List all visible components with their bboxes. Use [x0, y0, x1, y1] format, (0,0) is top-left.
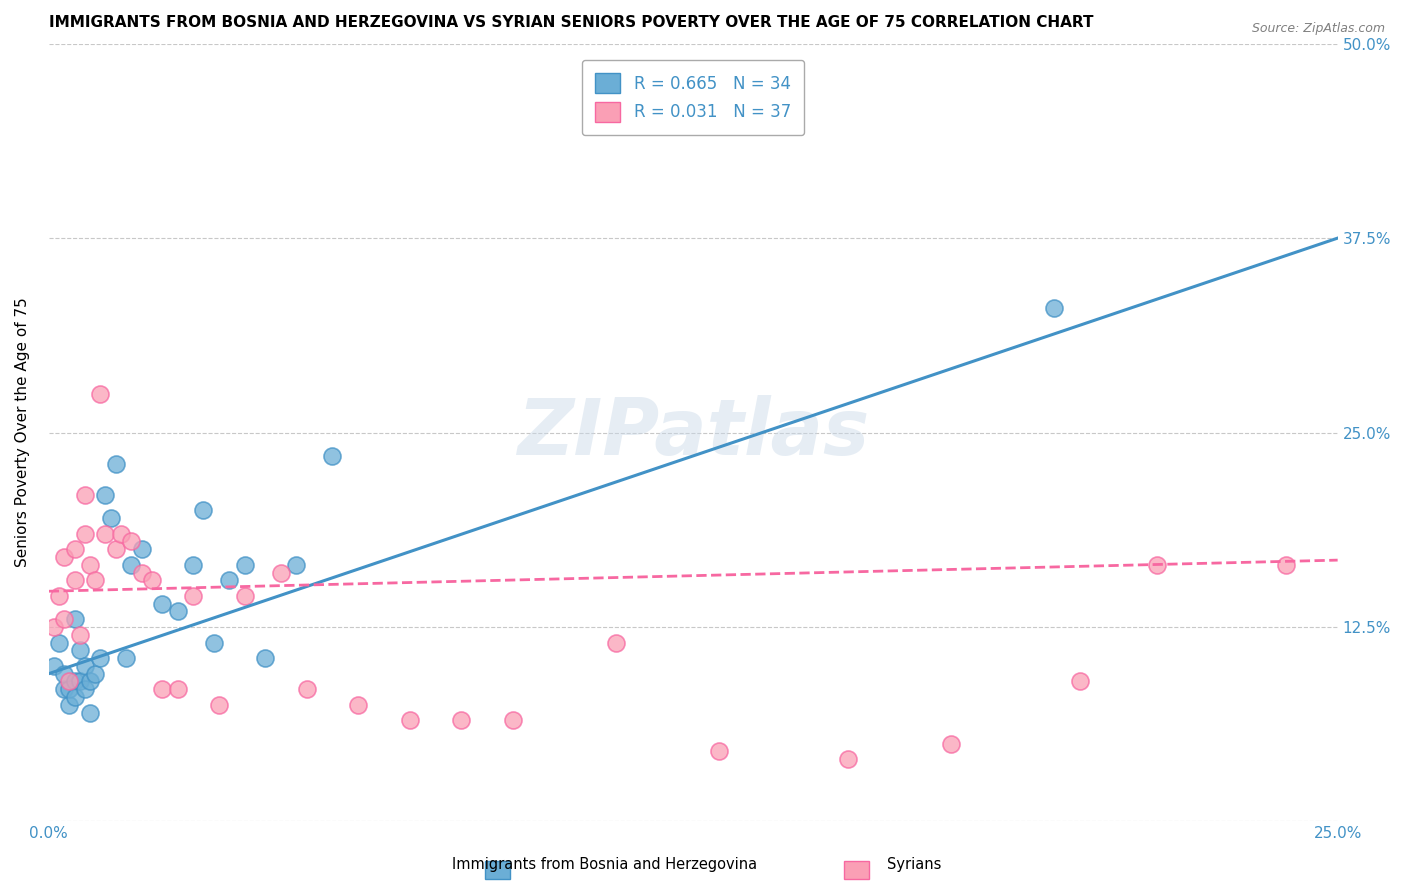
Point: [254, 651, 277, 665]
Point: [84, 574, 107, 588]
Point: [270, 566, 292, 580]
Point: [166, 604, 188, 618]
Legend: R = 0.665   N = 34, R = 0.031   N = 37: R = 0.665 N = 34, R = 0.031 N = 37: [582, 60, 804, 136]
Point: [120, 558, 142, 572]
Point: [79, 706, 101, 720]
Point: [73, 526, 96, 541]
Point: [42, 659, 65, 673]
Point: [53, 666, 76, 681]
Point: [58, 674, 80, 689]
Point: [285, 558, 308, 572]
Point: [53, 549, 76, 564]
Point: [73, 659, 96, 673]
Point: [69, 628, 91, 642]
Point: [94, 526, 117, 541]
Point: [48, 635, 70, 649]
Point: [131, 566, 153, 580]
Point: [1043, 301, 1066, 315]
Point: [837, 752, 859, 766]
Point: [1069, 674, 1091, 689]
Point: [89, 651, 111, 665]
Point: [218, 574, 240, 588]
Point: [94, 488, 117, 502]
Text: Syrians: Syrians: [887, 857, 941, 872]
Point: [450, 714, 472, 728]
Point: [63, 574, 86, 588]
Text: IMMIGRANTS FROM BOSNIA AND HERZEGOVINA VS SYRIAN SENIORS POVERTY OVER THE AGE OF: IMMIGRANTS FROM BOSNIA AND HERZEGOVINA V…: [49, 15, 1094, 30]
Point: [150, 682, 173, 697]
Point: [79, 674, 101, 689]
Point: [53, 612, 76, 626]
Point: [233, 589, 256, 603]
Point: [89, 386, 111, 401]
Point: [605, 635, 627, 649]
Point: [181, 558, 204, 572]
Point: [233, 558, 256, 572]
Point: [104, 457, 127, 471]
Point: [79, 558, 101, 572]
Point: [100, 511, 122, 525]
Point: [115, 651, 138, 665]
Text: Source: ZipAtlas.com: Source: ZipAtlas.com: [1251, 22, 1385, 36]
Point: [69, 674, 91, 689]
Point: [58, 698, 80, 712]
Point: [181, 589, 204, 603]
Point: [84, 666, 107, 681]
Point: [150, 597, 173, 611]
Point: [141, 574, 163, 588]
Point: [63, 674, 86, 689]
Point: [58, 682, 80, 697]
Y-axis label: Seniors Poverty Over the Age of 75: Seniors Poverty Over the Age of 75: [15, 298, 30, 567]
Point: [321, 449, 343, 463]
Point: [166, 682, 188, 697]
Point: [131, 542, 153, 557]
Point: [347, 698, 370, 712]
Point: [63, 690, 86, 704]
Point: [939, 737, 962, 751]
Text: ZIPatlas: ZIPatlas: [517, 394, 869, 471]
Point: [73, 682, 96, 697]
Point: [110, 526, 132, 541]
Point: [63, 612, 86, 626]
Point: [295, 682, 318, 697]
Point: [104, 542, 127, 557]
Point: [53, 682, 76, 697]
Point: [120, 534, 142, 549]
Point: [1146, 558, 1168, 572]
Point: [48, 589, 70, 603]
Text: Immigrants from Bosnia and Herzegovina: Immigrants from Bosnia and Herzegovina: [451, 857, 758, 872]
Point: [63, 542, 86, 557]
Point: [202, 635, 225, 649]
Point: [398, 714, 420, 728]
Point: [42, 620, 65, 634]
Point: [208, 698, 231, 712]
Point: [502, 714, 524, 728]
Point: [707, 744, 730, 758]
Point: [69, 643, 91, 657]
Point: [1275, 558, 1298, 572]
Point: [73, 488, 96, 502]
Point: [193, 503, 215, 517]
